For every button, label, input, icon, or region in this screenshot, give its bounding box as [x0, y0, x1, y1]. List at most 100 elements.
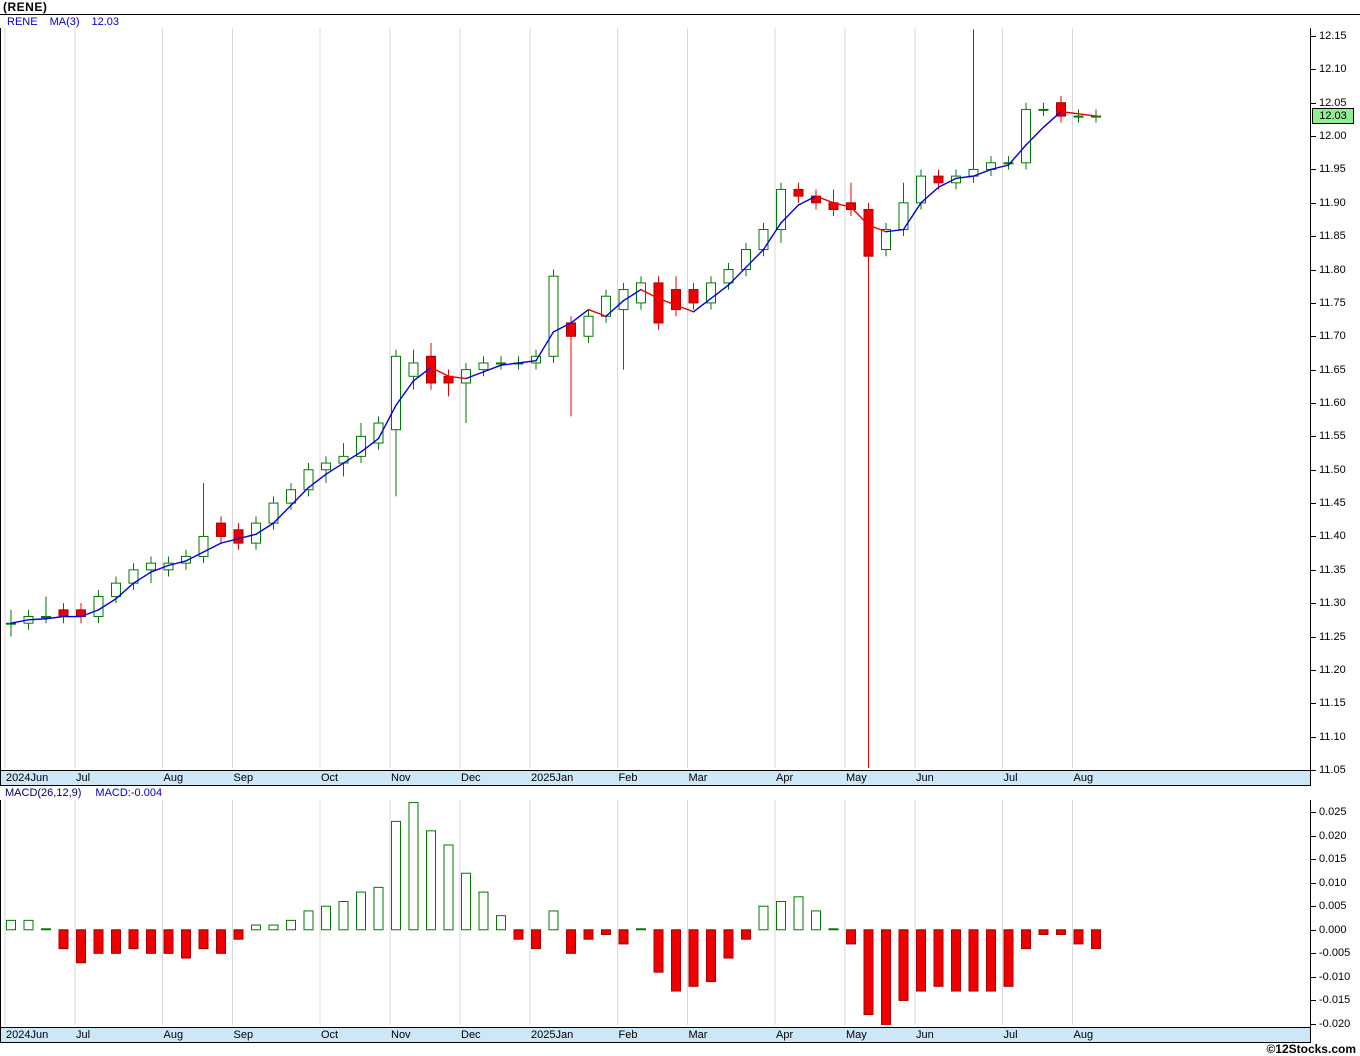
macd-bar	[1003, 929, 1014, 987]
macd-bar	[933, 929, 944, 987]
price-tick-label: 11.55	[1311, 430, 1346, 443]
macd-bar	[356, 891, 366, 931]
macd-bar	[41, 928, 51, 931]
macd-bar	[286, 919, 296, 931]
macd-tick-label: -0.015	[1311, 994, 1350, 1007]
price-tick-label: 11.05	[1311, 764, 1346, 777]
month-label: Dec	[461, 1029, 481, 1041]
macd-bar	[916, 929, 926, 992]
candle-body	[636, 282, 646, 304]
macd-bar	[1038, 929, 1049, 935]
macd-bar	[531, 929, 541, 950]
macd-bar	[776, 901, 786, 931]
price-tick-label: 12.15	[1311, 30, 1347, 43]
price-axis: 12.03 12.15 12.10 12.05 12.00 11.95 11.90 11.8…	[1311, 28, 1360, 776]
macd-bar	[583, 929, 594, 940]
month-label: Apr	[776, 772, 794, 784]
candle-body	[391, 355, 401, 431]
macd-bar	[1091, 929, 1101, 950]
price-tick-label: 11.95	[1311, 163, 1346, 176]
month-label: Aug	[163, 1029, 184, 1041]
month-label: Jul	[76, 772, 91, 784]
candle-body	[216, 522, 226, 537]
macd-bar	[233, 929, 244, 940]
macd-tick-label: 0.025	[1311, 806, 1347, 819]
candle-body	[793, 188, 804, 197]
candle-body	[1021, 108, 1031, 164]
month-label: 2025Jan	[531, 1029, 574, 1041]
candle-body	[496, 362, 506, 365]
macd-bar	[951, 929, 961, 992]
macd-bar	[373, 886, 384, 931]
macd-tick-label: -0.010	[1311, 971, 1350, 984]
macd-bar	[688, 929, 699, 987]
page-title: (RENE)	[3, 0, 48, 14]
last-price-tag: 12.03	[1312, 108, 1354, 125]
macd-bar	[391, 820, 401, 931]
candle-body	[671, 289, 681, 311]
macd-bar	[863, 929, 874, 1016]
month-label: Jun	[916, 1029, 934, 1041]
candle-body	[741, 249, 751, 271]
candle-body	[723, 269, 734, 284]
price-tick-label: 12.10	[1311, 63, 1347, 76]
macd-bar	[443, 844, 454, 931]
macd-bar	[513, 929, 524, 940]
candle-body	[93, 596, 104, 618]
month-label: Dec	[461, 772, 481, 784]
price-tick-label: 11.30	[1311, 597, 1346, 610]
candle-body	[863, 208, 874, 257]
month-label: Aug	[1073, 1029, 1094, 1041]
price-tick-label: 11.15	[1311, 697, 1346, 710]
month-label: 2024Jun	[6, 1029, 49, 1041]
price-gridlines	[4, 28, 1073, 768]
macd-bar	[1021, 929, 1031, 950]
macd-bar	[408, 802, 419, 931]
macd-bar	[128, 929, 139, 950]
month-label: Jul	[1003, 772, 1018, 784]
macd-tick-label: 0.015	[1311, 853, 1347, 866]
month-label: Nov	[391, 772, 411, 784]
price-tick-label: 11.50	[1311, 464, 1346, 477]
date-axis-bottom: 2024Jun Jul Aug Sep Oct Nov Dec 2025Jan Feb Mar Ap…	[0, 1027, 1311, 1043]
month-label: Jul	[76, 1029, 91, 1041]
candles	[6, 29, 1101, 768]
price-tick-label: 11.20	[1311, 664, 1346, 677]
macd-bar	[601, 929, 611, 935]
candle-body	[933, 175, 944, 184]
price-tick-label: 11.75	[1311, 297, 1346, 310]
macd-bar	[793, 896, 804, 931]
month-label: Mar	[688, 1029, 708, 1041]
price-tick-label: 12.05	[1311, 97, 1347, 110]
price-tick-label: 11.40	[1311, 530, 1346, 543]
candle-body	[373, 422, 384, 444]
macd-bar	[303, 910, 314, 931]
macd-bar	[1073, 929, 1084, 945]
macd-params-label: MACD(26,12,9)	[5, 787, 82, 799]
macd-bar	[706, 929, 716, 983]
macd-bar	[426, 830, 436, 931]
macd-bar	[758, 905, 769, 931]
candle-body	[618, 289, 629, 311]
watermark-link[interactable]: ©12Stocks.com	[1266, 1042, 1356, 1056]
candle-body	[478, 362, 489, 371]
candle-body	[303, 469, 314, 491]
candle-body	[233, 529, 244, 544]
macd-axis: 0.025 0.020 0.015 0.010 0.005 0.000 -0.005 -0.0…	[1311, 800, 1360, 1030]
header-divider	[0, 14, 1360, 15]
macd-tick-label: 0.005	[1311, 900, 1347, 913]
candle-body	[1003, 162, 1014, 165]
macd-bar	[898, 929, 909, 1001]
macd-bar	[881, 929, 891, 1025]
price-tick-label: 11.80	[1311, 264, 1346, 277]
ma-value: 12.03	[91, 16, 120, 28]
month-label: Mar	[688, 772, 708, 784]
macd-bar	[828, 928, 839, 931]
candle-body	[321, 462, 331, 471]
candle-body	[181, 555, 191, 564]
month-label: 2024Jun	[6, 772, 49, 784]
macd-bar	[653, 929, 664, 973]
candle-body	[881, 229, 891, 251]
macd-bar	[23, 919, 34, 931]
month-label: Jul	[1003, 1029, 1018, 1041]
